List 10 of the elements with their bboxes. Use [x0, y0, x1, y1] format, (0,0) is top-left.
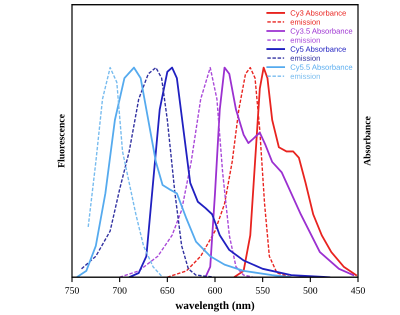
x-axis-title: wavelength (nm)	[175, 301, 254, 312]
x-tick-label: 750	[65, 287, 79, 294]
y2-axis-title: Absorbance	[364, 116, 370, 166]
x-tick-label: 450	[350, 287, 365, 294]
x-tick-label: 700	[113, 287, 127, 294]
x-tick-label: 550	[256, 287, 270, 294]
x-tick-label: 650	[160, 287, 174, 294]
x-tick-label: 500	[304, 287, 318, 294]
y-axis-title: Fluorescence	[58, 114, 64, 168]
x-tick-label: 600	[208, 287, 222, 294]
